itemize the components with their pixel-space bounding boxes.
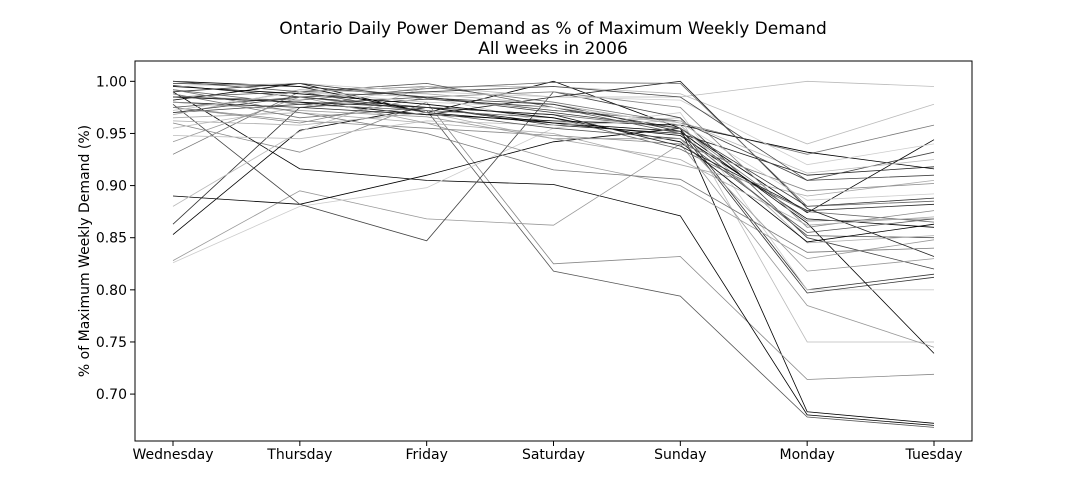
series-line-3 xyxy=(172,101,935,380)
y-tick-label: 0.70 xyxy=(96,387,127,403)
series-line-21 xyxy=(172,80,935,228)
series-line-40 xyxy=(172,112,935,226)
series-line-6 xyxy=(172,106,935,354)
series-line-5 xyxy=(172,91,935,426)
y-tick-label: 0.75 xyxy=(96,335,127,351)
x-tick-label: Saturday xyxy=(522,447,585,463)
series-line-35 xyxy=(172,101,935,272)
y-tick-label: 0.90 xyxy=(96,179,127,195)
series-line-8 xyxy=(172,143,935,348)
series-line-31 xyxy=(172,107,935,192)
x-tick-label: Sunday xyxy=(654,447,706,463)
series-line-32 xyxy=(172,82,935,294)
series-line-38 xyxy=(172,91,935,201)
x-tick-label: Friday xyxy=(405,447,447,463)
chart-title: Ontario Daily Power Demand as % of Maxim… xyxy=(279,19,827,39)
series-line-4 xyxy=(172,91,934,343)
y-axis-label: % of Maximum Weekly Demand (%) xyxy=(77,125,93,377)
series-line-36 xyxy=(172,86,935,181)
x-tick-label: Monday xyxy=(780,447,835,463)
y-tick-label: 1.00 xyxy=(96,74,127,90)
series-line-27 xyxy=(172,80,935,257)
series-line-30 xyxy=(172,86,935,243)
x-axis: Wednesday Thursday Friday Saturday Sunday Mon… xyxy=(132,441,962,463)
series-line-1 xyxy=(172,80,935,424)
series-line-33 xyxy=(172,120,935,174)
y-tick-label: 0.80 xyxy=(96,283,127,299)
x-tick-label: Wednesday xyxy=(132,447,213,463)
y-tick-label: 0.95 xyxy=(96,126,127,142)
series-line-39 xyxy=(172,96,935,212)
series-line-2 xyxy=(172,96,935,428)
chart-subtitle: All weeks in 2006 xyxy=(478,39,628,59)
series-line-19 xyxy=(172,91,935,228)
y-tick-label: 0.85 xyxy=(96,231,127,247)
series-line-29 xyxy=(172,81,935,207)
series-line-37 xyxy=(172,89,935,253)
series-layer xyxy=(172,80,935,428)
y-axis: 0.70 0.75 0.80 0.85 0.90 0.95 1.00 xyxy=(96,74,135,403)
x-tick-label: Thursday xyxy=(266,447,332,463)
x-tick-label: Tuesday xyxy=(905,447,963,463)
